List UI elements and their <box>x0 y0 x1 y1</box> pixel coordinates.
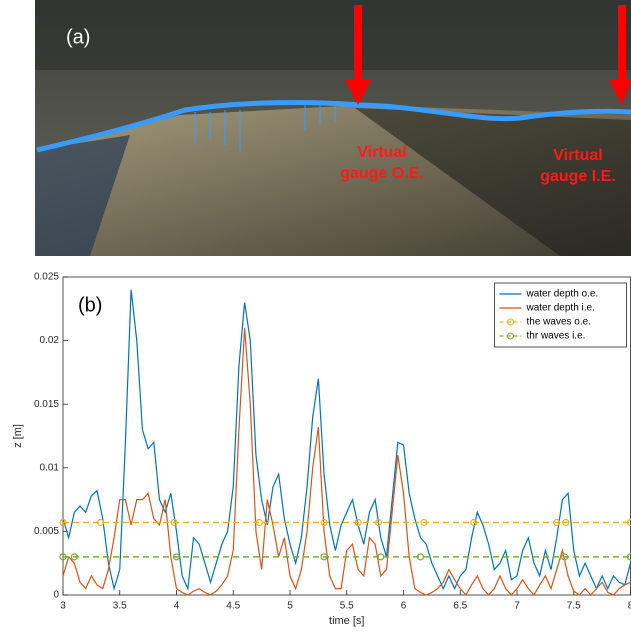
y-tick-label: 0.015 <box>34 399 59 410</box>
x-tick-label: 4.5 <box>226 601 240 612</box>
arrow-shaft <box>618 5 626 85</box>
panel-label: (b) <box>78 294 102 316</box>
x-tick-label: 6 <box>401 601 407 612</box>
x-axis-label: time [s] <box>329 615 364 627</box>
legend-label: water depth o.e. <box>526 289 599 300</box>
legend-label: the waves o.e. <box>527 317 591 328</box>
x-tick-label: 3 <box>60 601 66 612</box>
photo-panel: (a) Virtual gauge O.E. Virtual gauge I.E… <box>35 0 631 256</box>
x-tick-label: 5 <box>287 601 293 612</box>
x-tick-label: 3.5 <box>113 601 127 612</box>
arrow-shaft <box>354 5 362 85</box>
gauge-label: Virtual <box>553 147 603 164</box>
panel-label: (a) <box>66 26 90 48</box>
x-tick-label: 6.5 <box>453 601 467 612</box>
chart-panel: 0 0.005 0.01 0.015 0.02 0.025 3 3.5 4 4.5 5 5.5 6 6.5… <box>12 272 631 627</box>
y-tick-label: 0 <box>53 590 59 601</box>
y-tick-label: 0.01 <box>40 462 60 473</box>
y-tick-label: 0.02 <box>40 335 60 346</box>
y-tick-label: 0.005 <box>34 526 59 537</box>
gauge-label: gauge I.E. <box>540 168 616 185</box>
photo-ceiling <box>35 0 631 70</box>
x-tick-label: 5.5 <box>340 601 354 612</box>
x-tick-label: 7.5 <box>567 601 581 612</box>
x-tick-label: 4 <box>174 601 180 612</box>
y-axis-label: z [m] <box>12 424 24 448</box>
legend-label: thr waves i.e. <box>527 331 586 342</box>
x-tick-label: 7 <box>514 601 520 612</box>
gauge-label: gauge O.E. <box>340 165 424 182</box>
legend-label: water depth i.e. <box>526 303 595 314</box>
y-tick-label: 0.025 <box>34 272 59 283</box>
gauge-label: Virtual <box>357 144 407 161</box>
